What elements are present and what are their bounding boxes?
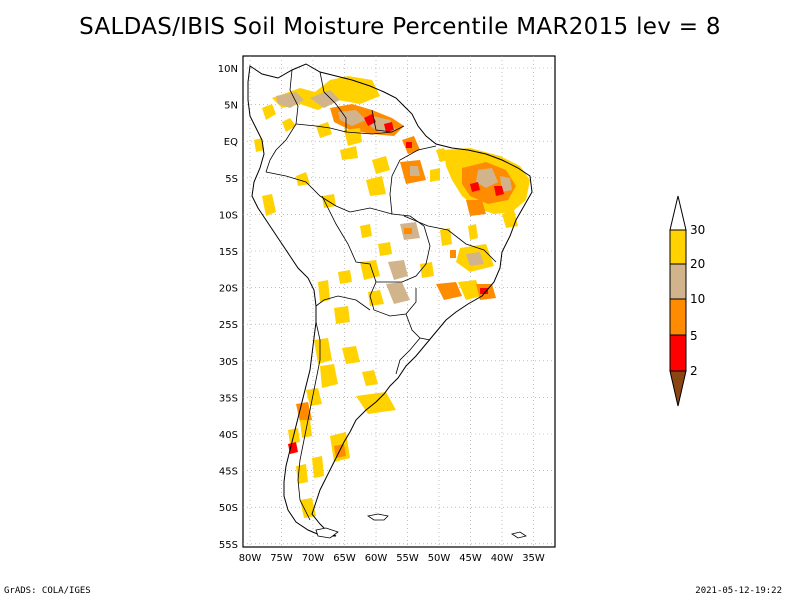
lon-tick-labels: 80W 75W 70W 65W 60W 55W 50W 45W 40W 35W bbox=[239, 553, 545, 564]
lat-tick-label: 30S bbox=[219, 357, 238, 368]
country-borders bbox=[265, 69, 497, 521]
colorbar-top-triangle bbox=[669, 195, 687, 231]
lon-tick-label: 35W bbox=[522, 553, 545, 564]
lat-tick-label: 55S bbox=[219, 540, 238, 551]
percentile-patches bbox=[254, 76, 530, 518]
lon-tick-label: 80W bbox=[239, 553, 262, 564]
lat-tick-label: 40S bbox=[219, 430, 238, 441]
lon-tick-label: 75W bbox=[270, 553, 293, 564]
lon-tick-label: 50W bbox=[428, 553, 451, 564]
colorbar: 30 20 10 5 2 bbox=[669, 195, 705, 407]
lat-tick-label: EQ bbox=[224, 137, 238, 148]
colorbar-orange bbox=[669, 298, 687, 336]
lat-tick-label: 15S bbox=[219, 247, 238, 258]
footer-timestamp: 2021-05-12-19:22 bbox=[695, 586, 782, 596]
lon-tick-label: 60W bbox=[365, 553, 388, 564]
lat-tick-label: 20S bbox=[219, 284, 238, 295]
lat-tick-label: 45S bbox=[219, 467, 238, 478]
lat-tick-label: 5N bbox=[224, 101, 238, 112]
map-title: SALDAS/IBIS Soil Moisture Percentile MAR… bbox=[79, 14, 721, 40]
colorbar-label-10: 10 bbox=[690, 292, 705, 306]
colorbar-yellow bbox=[669, 229, 687, 265]
lon-tick-label: 45W bbox=[459, 553, 482, 564]
colorbar-bottom-triangle bbox=[669, 370, 687, 407]
lon-tick-label: 55W bbox=[396, 553, 419, 564]
colorbar-label-20: 20 bbox=[690, 257, 705, 271]
colorbar-red bbox=[669, 334, 687, 372]
lat-tick-label: 25S bbox=[219, 320, 238, 331]
tierra-del-fuego bbox=[315, 527, 339, 539]
footer-credit: GrADS: COLA/IGES bbox=[4, 586, 91, 596]
lat-tick-label: 10N bbox=[218, 64, 238, 75]
colorbar-tan bbox=[669, 263, 687, 300]
lon-tick-label: 40W bbox=[491, 553, 514, 564]
lat-tick-label: 5S bbox=[225, 174, 238, 185]
lon-tick-label: 70W bbox=[302, 553, 325, 564]
map-frame bbox=[242, 55, 556, 548]
colorbar-label-30: 30 bbox=[690, 223, 705, 237]
island-east bbox=[511, 531, 527, 539]
colorbar-label-2: 2 bbox=[690, 364, 698, 378]
falkland-islands bbox=[366, 513, 389, 521]
lat-tick-labels: 10N 5N EQ 5S 10S 15S 20S 25S 30S 35S 40S 45S 50S 55S bbox=[218, 64, 238, 551]
lat-tick-label: 10S bbox=[219, 210, 238, 221]
lat-tick-label: 50S bbox=[219, 503, 238, 514]
colorbar-label-5: 5 bbox=[690, 329, 698, 343]
lat-tick-label: 35S bbox=[219, 393, 238, 404]
lon-tick-label: 65W bbox=[333, 553, 356, 564]
south-america-coastline bbox=[247, 63, 533, 537]
